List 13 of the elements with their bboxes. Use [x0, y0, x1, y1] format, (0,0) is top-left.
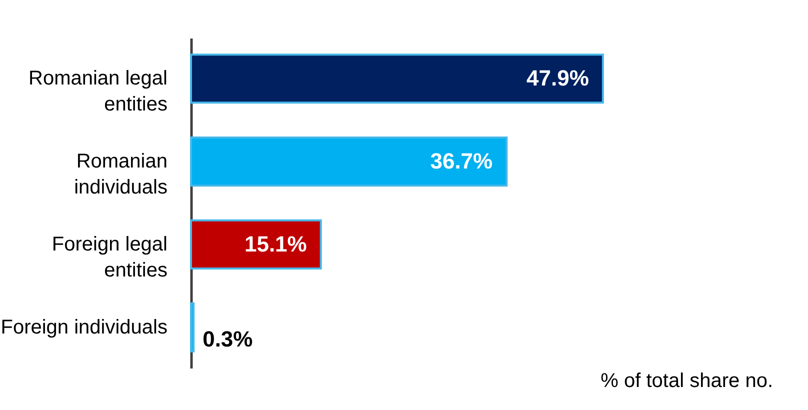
y-tick-label: Romanian legal entities: [28, 68, 168, 116]
y-tick-label: Romanian individuals: [74, 150, 168, 199]
bar: [190, 54, 604, 104]
bar: [190, 302, 195, 352]
data-label: 0.3%: [202, 326, 253, 352]
text: % of total share no.: [600, 370, 773, 393]
y-tick-label: Foreign individuals: [0, 316, 168, 338]
data-label: 36.7%: [430, 148, 493, 174]
y-tick-label: Foreign legal entities: [52, 233, 168, 282]
bar: [190, 219, 322, 270]
data-label: 15.1%: [244, 231, 307, 256]
bar: [190, 136, 508, 187]
data-label: 47.9%: [526, 66, 589, 91]
